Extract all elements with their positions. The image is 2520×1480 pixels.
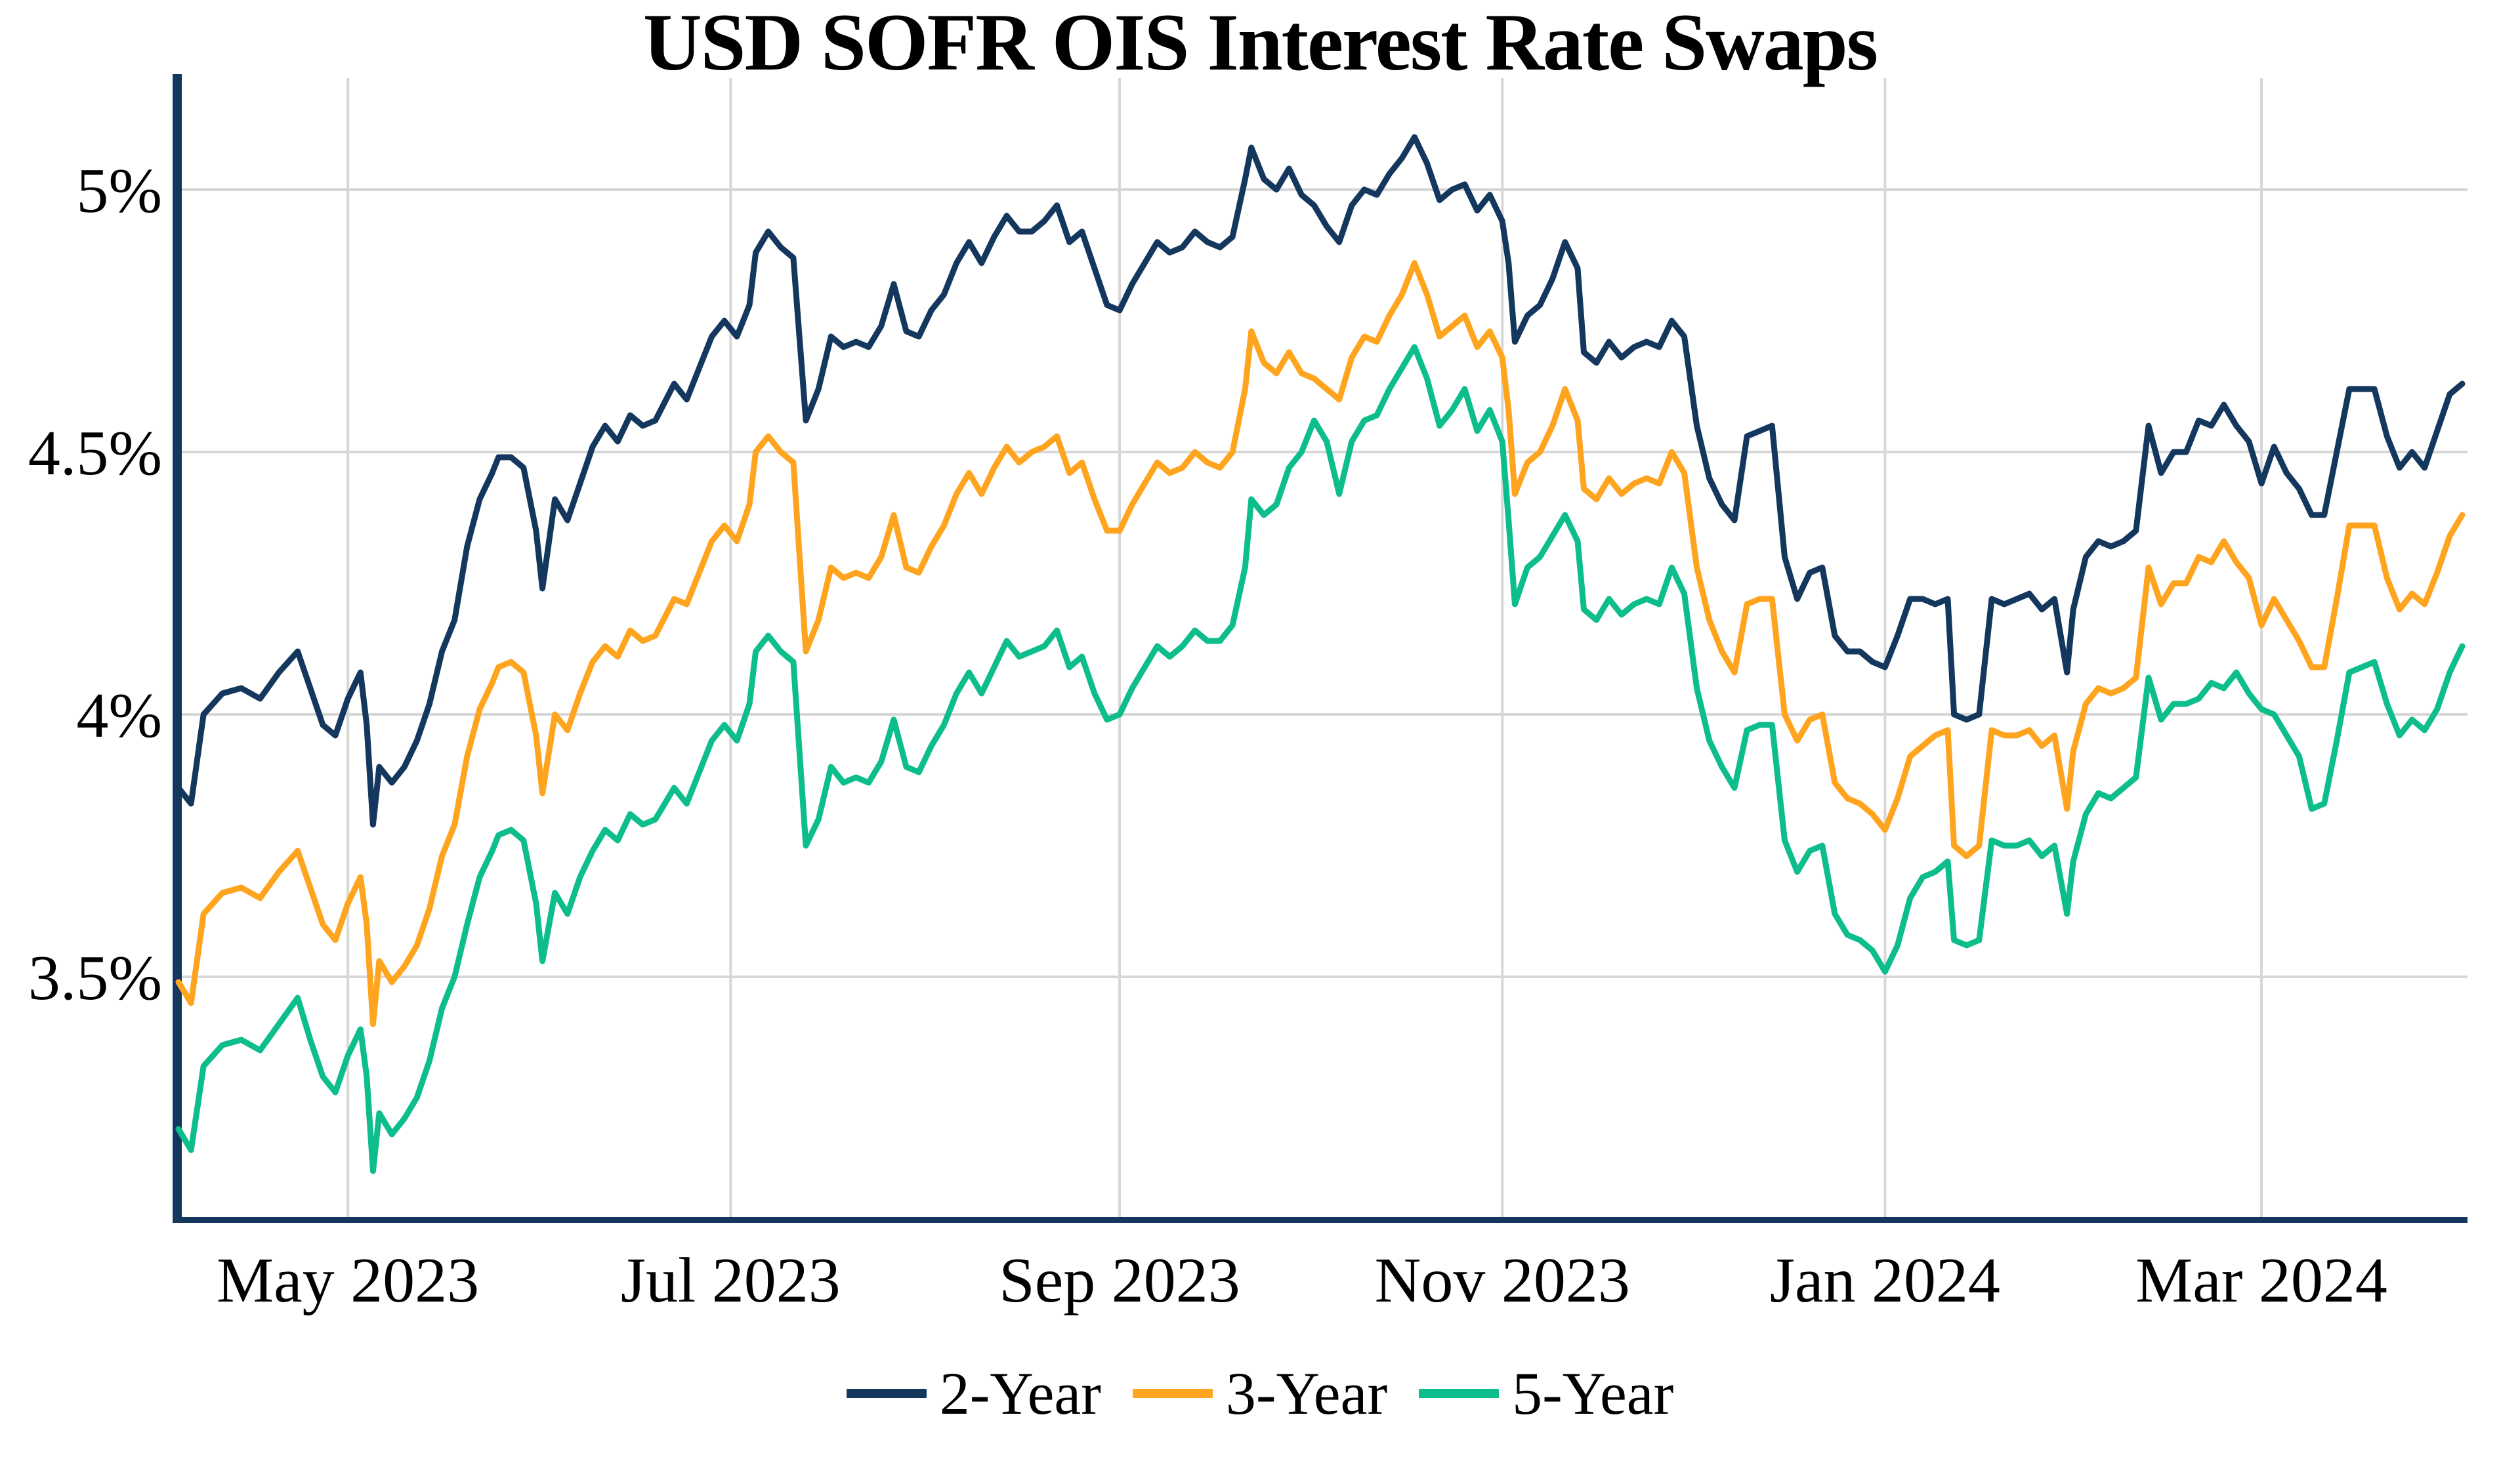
x-tick-label-5: Mar 2024 [2135, 1245, 2387, 1316]
legend-swatch-2-year [846, 1389, 927, 1398]
x-tick-label-0: May 2023 [217, 1245, 479, 1316]
x-tick-label-1: Jul 2023 [621, 1245, 841, 1316]
series-line-3-year [175, 260, 2466, 1027]
legend-item-3-year: 3-Year [1132, 1360, 1388, 1427]
x-tick-label-4: Jan 2024 [1770, 1245, 2000, 1316]
legend-label-2-year: 2-Year [939, 1360, 1101, 1427]
y-tick-label-2: 4% [76, 680, 162, 751]
x-tick-label-3: Nov 2023 [1375, 1245, 1630, 1316]
x-tick-label-2: Sep 2023 [999, 1245, 1240, 1316]
y-tick-label-3: 3.5% [28, 943, 162, 1014]
legend-swatch-3-year [1132, 1389, 1213, 1398]
series-line-2-year [175, 134, 2466, 828]
y-axis-line [173, 74, 182, 1223]
y-tick-label-0: 5% [76, 155, 162, 226]
y-tick-label-1: 4.5% [28, 418, 162, 489]
legend-item-5-year: 5-Year [1419, 1363, 1673, 1424]
legend-item-2-year: 2-Year [846, 1360, 1101, 1427]
legend: 2-Year 3-Year 5-Year [0, 1363, 2520, 1424]
legend-label-3-year: 3-Year [1225, 1360, 1388, 1427]
series-line-5-year [175, 344, 2466, 1174]
x-axis-line [173, 1217, 2468, 1223]
legend-label-5-year: 5-Year [1512, 1360, 1674, 1427]
legend-swatch-5-year [1419, 1389, 1500, 1398]
chart-title: USD SOFR OIS Interest Rate Swaps [643, 0, 1878, 87]
